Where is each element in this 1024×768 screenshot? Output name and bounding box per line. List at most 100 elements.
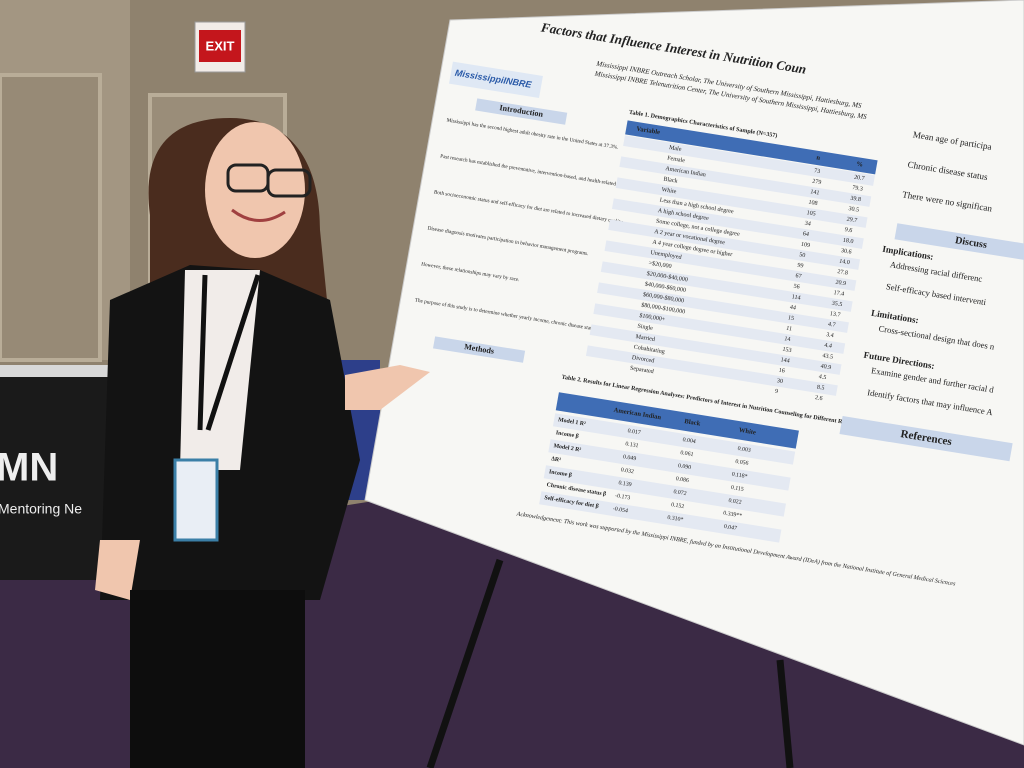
table-cell: 141 <box>810 189 820 196</box>
section-header <box>475 98 568 125</box>
door <box>0 73 102 362</box>
table-cell: 279 <box>812 179 822 186</box>
table-cell: 30 <box>776 378 783 385</box>
table-cell: 0.118* <box>731 472 748 480</box>
table-cell: 0.049 <box>622 454 636 462</box>
table-cell: 64 <box>802 231 809 238</box>
table-cell: 0.131 <box>625 441 639 449</box>
trousers <box>130 590 305 768</box>
table-cell: 14.0 <box>839 259 851 267</box>
table-row-band <box>611 198 864 249</box>
table-cell: 73 <box>813 168 820 175</box>
table-cell: 18.0 <box>842 238 854 246</box>
table-cell: Black <box>663 177 679 185</box>
table-row-band <box>593 303 846 354</box>
table-cell: 99 <box>797 263 804 270</box>
table-cell: Male <box>668 145 682 153</box>
glasses <box>266 168 312 198</box>
table-cell: -0.054 <box>612 506 628 514</box>
table-cell: 4.4 <box>824 343 833 350</box>
table-cell: 20.9 <box>835 280 847 288</box>
table-cell: 0.152 <box>671 502 685 510</box>
table-cell: 35.5 <box>831 301 843 309</box>
table-cell: 0.061 <box>680 450 694 458</box>
table-cell: Income β <box>548 469 572 479</box>
table-cell: Model 1 R² <box>558 417 587 427</box>
table-row-band <box>597 282 849 333</box>
section-title: Discuss <box>954 235 988 251</box>
table-cell: $100,000+ <box>639 312 667 323</box>
banner-letters: MN <box>0 446 58 490</box>
exit-text: EXIT <box>206 38 235 53</box>
table-cell: 0.072 <box>673 489 687 497</box>
table-cell: 4.5 <box>818 374 827 381</box>
exit-sign-panel <box>199 30 241 62</box>
section-header <box>433 336 526 363</box>
table-cell: 2.6 <box>814 395 823 402</box>
banner <box>0 370 110 580</box>
table-cell: 105 <box>806 210 816 217</box>
table-header <box>625 120 878 175</box>
table-cell: 56 <box>793 284 800 291</box>
table-row-band <box>543 465 787 517</box>
table-row-band <box>585 345 838 396</box>
table-cell: 0.003 <box>737 446 751 454</box>
table-cell: 4.7 <box>827 322 836 329</box>
table-cell: 15 <box>787 315 794 322</box>
table-cell: 108 <box>808 200 818 207</box>
table-row-band <box>552 413 796 465</box>
table-cell: >$20,000 <box>648 260 672 271</box>
table-cell: 0.139 <box>618 480 632 488</box>
table-top <box>0 365 110 377</box>
table-cell: 109 <box>800 242 810 249</box>
table-cell: 39.8 <box>850 196 862 204</box>
table-cell: Unemployed <box>650 250 682 261</box>
table-row-band <box>615 177 868 228</box>
table-row-band <box>548 439 791 491</box>
table-cell: 44 <box>789 305 796 312</box>
table-header-cell: Variable <box>636 126 661 137</box>
table-header <box>555 392 799 449</box>
table-row-band <box>600 261 853 312</box>
table-cell: Cohabitating <box>633 345 665 356</box>
table-cell: 9.6 <box>844 227 853 234</box>
table-cell: White <box>661 187 677 195</box>
table-cell: 9 <box>774 389 778 395</box>
banner-text: Mentoring Ne <box>0 501 82 517</box>
table-cell: ΔR² <box>551 456 562 463</box>
table-row-band <box>539 491 782 543</box>
table-cell: 153 <box>782 347 792 354</box>
table-cell: 0.310* <box>667 515 684 523</box>
table-cell: Separated <box>629 366 654 376</box>
table-cell: Divorced <box>631 355 654 364</box>
table-cell: 34 <box>804 221 811 228</box>
table-cell: 144 <box>780 357 790 364</box>
table-cell: Female <box>667 156 686 165</box>
table-cell: 40.9 <box>820 364 832 372</box>
table-cell: 27.8 <box>837 269 849 277</box>
hand <box>345 365 430 410</box>
table-cell: 0.004 <box>682 437 696 445</box>
lanyard <box>197 274 261 431</box>
table-cell: 30.5 <box>848 206 860 214</box>
table-cell: 17.4 <box>833 290 845 298</box>
hand <box>95 540 140 600</box>
table-cell: 29.7 <box>846 217 858 225</box>
table-header-cell: Black <box>684 418 701 427</box>
table-cell: 0.090 <box>677 463 691 471</box>
table-cell: 20.7 <box>853 175 865 183</box>
table-cell: 0.115 <box>730 485 744 493</box>
table-cell: Income β <box>555 430 579 440</box>
table-cell: 79.3 <box>852 185 864 193</box>
table-cell: 13.7 <box>829 311 841 319</box>
easel-leg <box>776 659 794 768</box>
table-cell: 0.339** <box>723 510 743 519</box>
section-header <box>839 415 1013 462</box>
table-header-cell: n <box>816 154 821 162</box>
table-cell: 50 <box>799 252 806 259</box>
table-cell: -0.173 <box>615 493 631 501</box>
table-cell: 67 <box>795 273 802 280</box>
table-cell: Model 2 R² <box>553 443 582 453</box>
